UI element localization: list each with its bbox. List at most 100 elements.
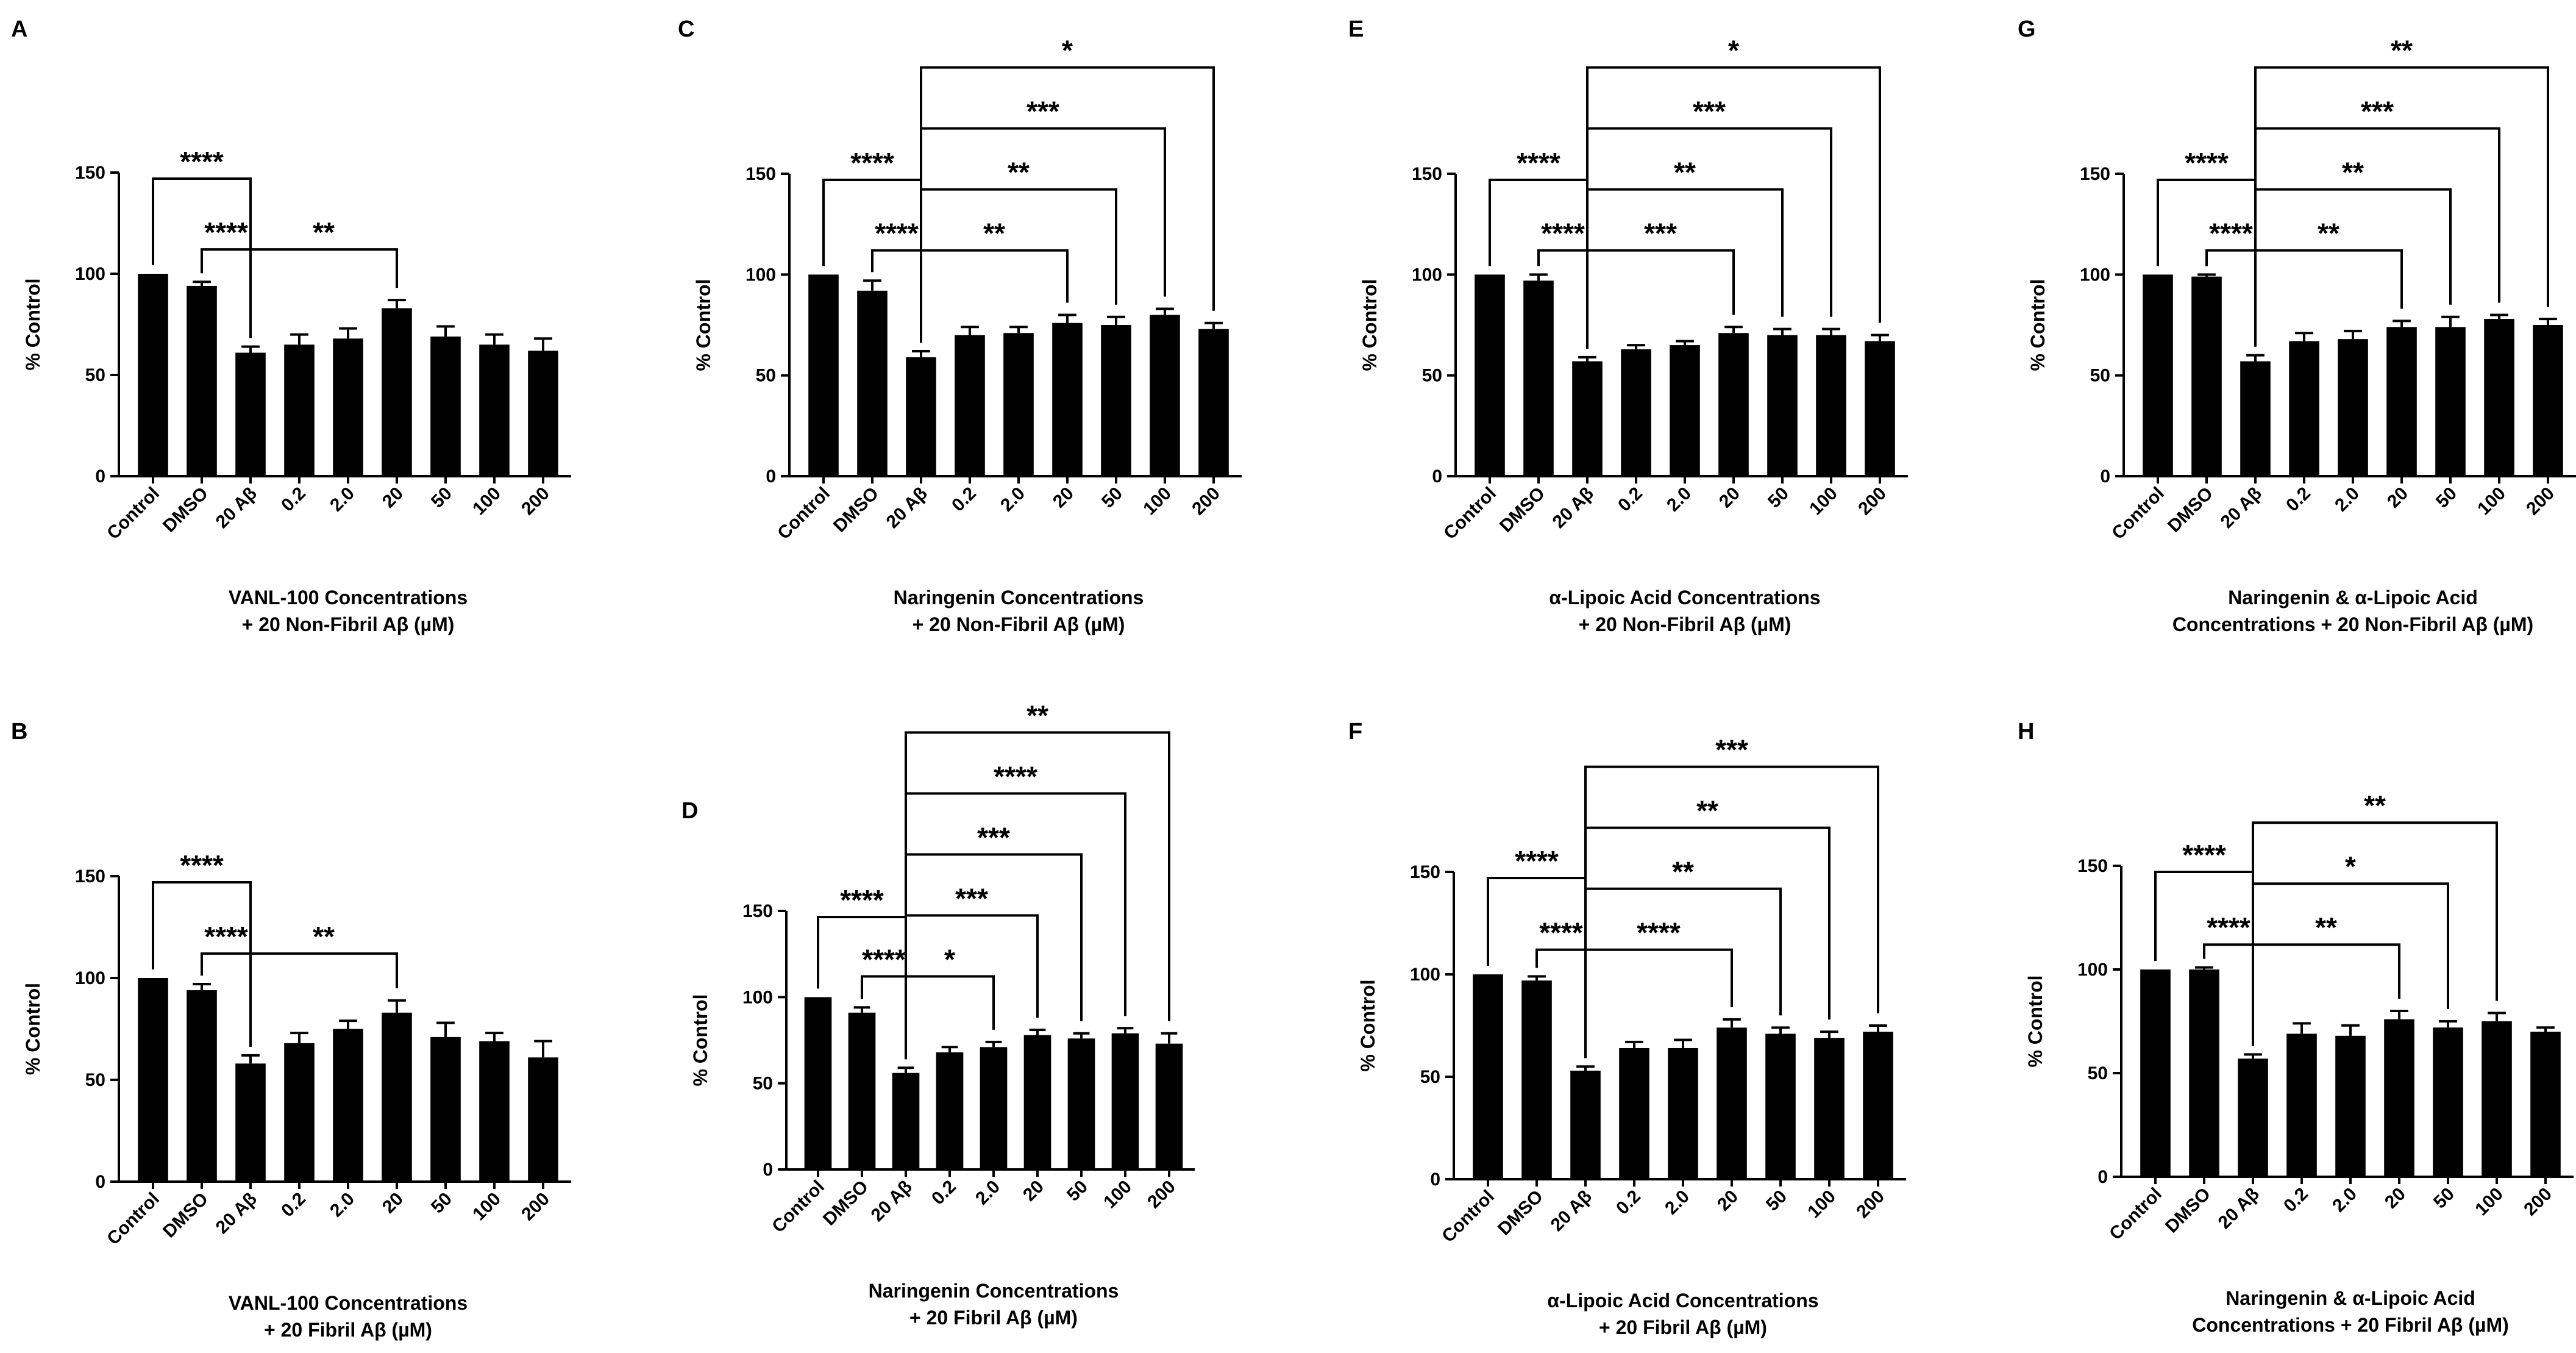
- category-label: 2.0: [997, 484, 1029, 516]
- category-label: DMSO: [819, 1177, 872, 1230]
- category-label: 2.0: [326, 484, 358, 516]
- significance-bracket: [2254, 249, 2403, 343]
- bar: [1101, 325, 1131, 476]
- significance-bracket: [920, 188, 1117, 339]
- bar: [235, 352, 266, 476]
- category-label: DMSO: [159, 1189, 212, 1242]
- category-label: 50: [2432, 484, 2461, 512]
- significance-bracket: [2252, 821, 2498, 1043]
- bar: [1572, 361, 1603, 476]
- bar: [528, 1057, 558, 1182]
- x-axis-title: Naringenin Concentrations: [869, 1280, 1119, 1302]
- bar: [1067, 1038, 1095, 1169]
- significance-label: ****: [994, 760, 1037, 792]
- significance-bracket: [905, 914, 1039, 1056]
- significance-label: ****: [180, 146, 224, 177]
- bar: [2386, 327, 2417, 476]
- category-label: Control: [768, 1177, 828, 1237]
- x-axis-title: VANL-100 Concentrations: [229, 587, 468, 609]
- y-tick-label: 50: [2088, 1063, 2108, 1083]
- y-axis-title: % Control: [2027, 279, 2049, 371]
- bar: [2530, 1032, 2561, 1177]
- category-label: 50: [1063, 1177, 1092, 1205]
- y-axis-title: % Control: [2024, 975, 2046, 1067]
- bar: [808, 274, 839, 476]
- significance-label: ****: [1539, 917, 1583, 949]
- significance-bracket: [905, 792, 1126, 1056]
- category-label: 20: [1713, 1187, 1742, 1215]
- bar: [382, 308, 412, 476]
- bar: [2338, 339, 2368, 476]
- y-tick-label: 150: [1412, 164, 1442, 184]
- y-tick-label: 100: [742, 987, 773, 1007]
- category-label: Control: [774, 484, 834, 544]
- significance-label: **: [1026, 699, 1048, 731]
- category-label: 2.0: [326, 1189, 358, 1221]
- category-label: 0.2: [277, 484, 310, 516]
- significance-label: ****: [2185, 147, 2229, 179]
- category-label: 0.2: [277, 1189, 310, 1221]
- significance-bracket: [920, 249, 1069, 339]
- x-axis-title: α-Lipoic Acid Concentrations: [1549, 587, 1820, 609]
- bar: [2433, 1027, 2463, 1177]
- bar: [382, 1012, 412, 1182]
- significance-label: *: [944, 943, 955, 975]
- bar: [1023, 1035, 1051, 1169]
- y-tick-label: 150: [75, 163, 105, 183]
- x-axis-title: VANL-100 Concentrations: [229, 1292, 468, 1314]
- significance-label: **: [2315, 912, 2337, 943]
- significance-label: ***: [2361, 96, 2394, 127]
- y-tick-label: 100: [2077, 960, 2108, 980]
- bar: [1668, 1048, 1698, 1179]
- category-label: 100: [469, 1189, 505, 1225]
- significance-label: ****: [1541, 218, 1585, 249]
- bar: [138, 274, 168, 476]
- significance-label: ****: [2182, 839, 2226, 871]
- bar: [2191, 276, 2222, 476]
- x-axis-title: + 20 Non-Fibril Aβ (µM): [1579, 613, 1791, 635]
- y-tick-label: 50: [1422, 366, 1442, 386]
- y-tick-label: 0: [95, 1172, 105, 1192]
- category-label: 20 Aβ: [212, 1189, 261, 1238]
- y-tick-label: 100: [1410, 965, 1440, 985]
- category-label: DMSO: [2161, 1184, 2215, 1237]
- category-label: 200: [2522, 484, 2558, 519]
- significance-bracket: [1586, 66, 1881, 345]
- significance-bracket: [1584, 765, 1879, 1055]
- significance-label: ****: [204, 921, 248, 952]
- significance-bracket: [249, 248, 398, 335]
- significance-label: ****: [180, 849, 224, 881]
- category-label: 20: [379, 1189, 407, 1218]
- panel-letter: G: [2018, 16, 2036, 42]
- category-label: 50: [2430, 1184, 2458, 1213]
- y-tick-label: 50: [85, 365, 105, 385]
- significance-bracket: [1584, 948, 1733, 1055]
- y-tick-label: 100: [745, 265, 776, 285]
- bar: [333, 338, 363, 476]
- bar: [2238, 1058, 2268, 1177]
- bar: [430, 336, 461, 476]
- bar: [2482, 1021, 2512, 1177]
- y-tick-label: 150: [1410, 862, 1440, 882]
- y-axis-title: % Control: [1357, 979, 1379, 1071]
- significance-label: ***: [1715, 734, 1748, 766]
- category-label: 200: [1144, 1177, 1179, 1213]
- bar: [2384, 1019, 2414, 1177]
- significance-label: ***: [955, 882, 988, 914]
- panel-letter: C: [678, 16, 694, 42]
- significance-bracket: [2252, 882, 2449, 1043]
- significance-label: **: [2364, 790, 2386, 821]
- y-axis-title: % Control: [22, 278, 44, 370]
- bar: [1198, 329, 1229, 476]
- bar: [1863, 1032, 1893, 1179]
- y-tick-label: 0: [1432, 466, 1442, 487]
- category-label: 200: [518, 1189, 553, 1225]
- significance-label: ****: [875, 218, 919, 249]
- category-label: 50: [427, 484, 456, 512]
- category-label: 0.2: [2280, 1184, 2312, 1216]
- bar: [1816, 335, 1846, 476]
